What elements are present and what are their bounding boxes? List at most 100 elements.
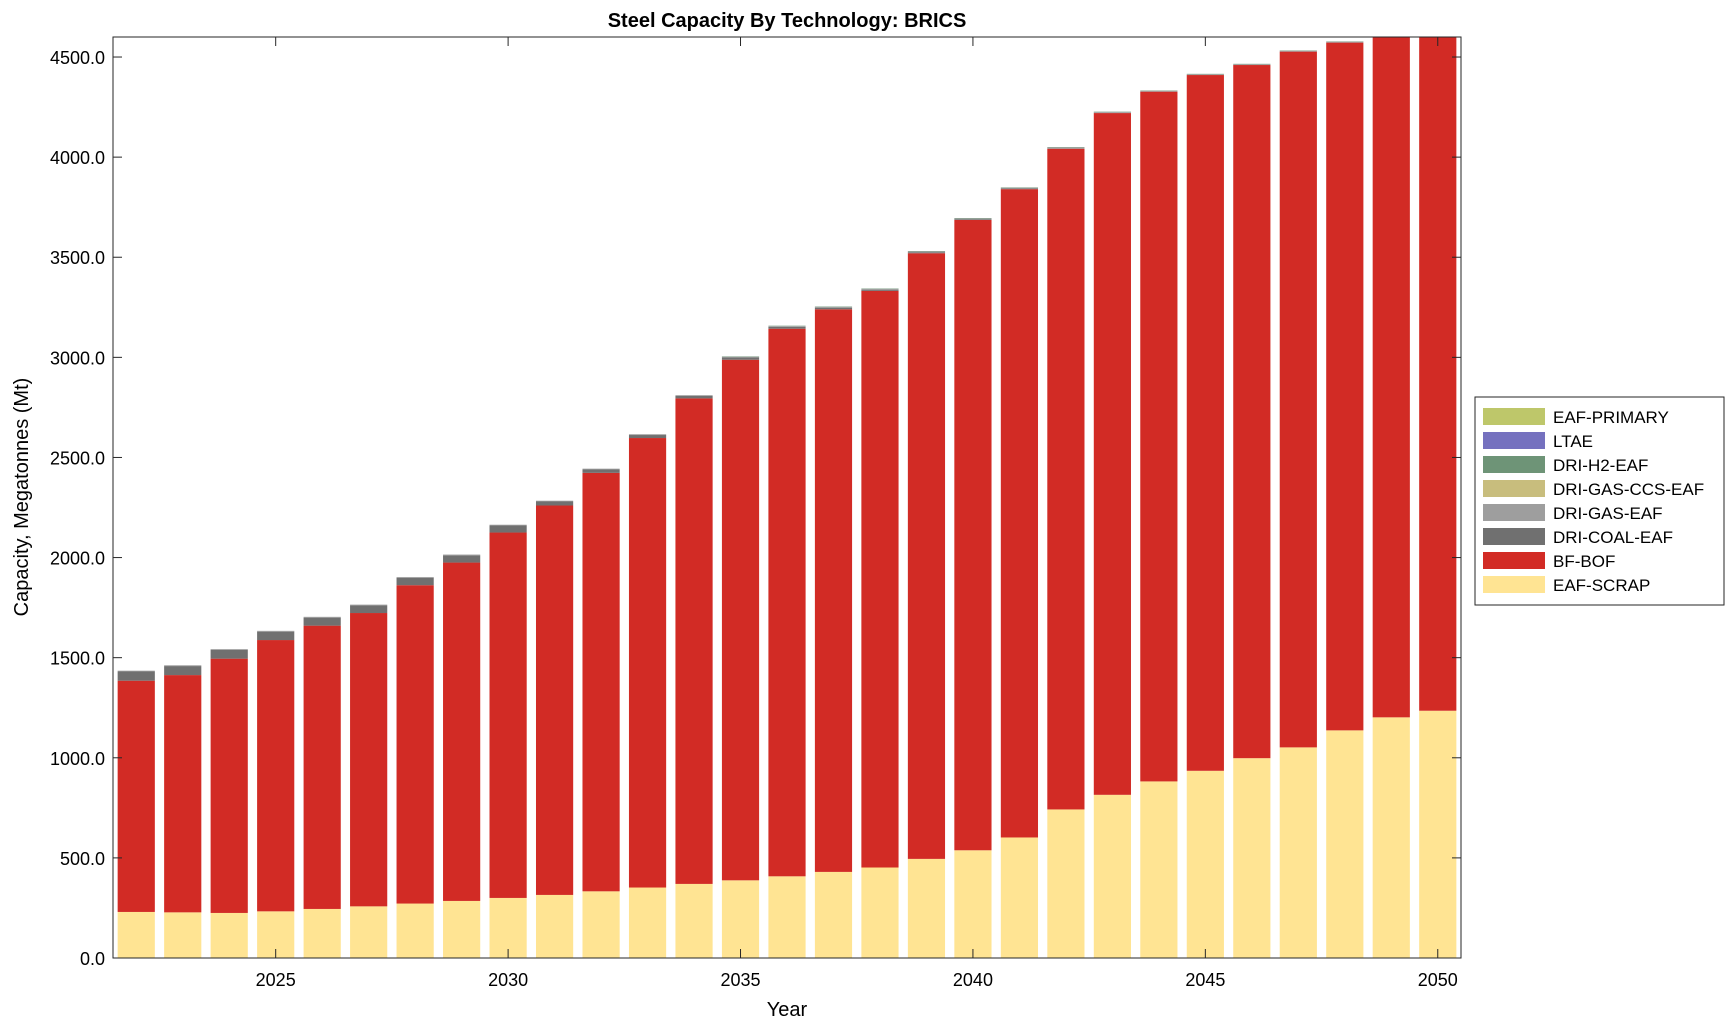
legend-label-dri-gas-eaf: DRI-GAS-EAF	[1553, 504, 1663, 523]
bar-eaf-scrap-2027	[350, 906, 387, 958]
bar-bf-bof-2039	[908, 253, 945, 859]
bar-eaf-scrap-2023	[164, 912, 201, 958]
bar-eaf-scrap-2045	[1187, 771, 1224, 958]
bar-dri-gas-eaf-2032	[582, 469, 619, 470]
bar-eaf-scrap-2037	[815, 872, 852, 958]
y-axis-label: Capacity, Megatonnes (Mt)	[11, 378, 33, 617]
y-tick-label: 2000.0	[50, 549, 105, 569]
legend-swatch-dri-h2-eaf	[1483, 456, 1545, 473]
bar-eaf-scrap-2039	[908, 859, 945, 958]
bar-dri-coal-eaf-2024	[211, 650, 248, 659]
bar-dri-coal-eaf-2022	[118, 671, 155, 680]
bar-bf-bof-2027	[350, 613, 387, 906]
bar-dri-gas-eaf-2039	[908, 251, 945, 252]
legend: EAF-PRIMARYLTAEDRI-H2-EAFDRI-GAS-CCS-EAF…	[1475, 397, 1724, 605]
legend-swatch-dri-coal-eaf	[1483, 528, 1545, 545]
x-tick-label: 2040	[953, 970, 993, 990]
legend-swatch-dri-gas-ccs-eaf	[1483, 480, 1545, 497]
bar-dri-gas-eaf-2029	[443, 555, 480, 556]
bar-eaf-scrap-2022	[118, 912, 155, 958]
bar-bf-bof-2043	[1094, 113, 1131, 795]
bar-bf-bof-2031	[536, 506, 573, 895]
y-tick-label: 0.0	[80, 949, 105, 969]
y-tick-label: 1500.0	[50, 649, 105, 669]
bar-bf-bof-2048	[1326, 43, 1363, 731]
bar-bf-bof-2023	[164, 675, 201, 912]
bar-bf-bof-2022	[118, 681, 155, 912]
bar-eaf-scrap-2033	[629, 888, 666, 958]
bar-bf-bof-2025	[257, 640, 294, 911]
bar-dri-gas-eaf-2027	[350, 605, 387, 606]
bar-dri-gas-eaf-2048	[1326, 42, 1363, 43]
bar-dri-coal-eaf-2036	[768, 327, 805, 329]
legend-swatch-dri-gas-eaf	[1483, 504, 1545, 521]
bar-bf-bof-2037	[815, 309, 852, 872]
bar-bf-bof-2038	[861, 291, 898, 868]
bar-eaf-scrap-2046	[1233, 758, 1270, 958]
legend-label-eaf-primary: EAF-PRIMARY	[1553, 408, 1669, 427]
x-axis-label: Year	[767, 999, 808, 1021]
bar-dri-gas-eaf-2041	[1001, 188, 1038, 189]
legend-label-bf-bof: BF-BOF	[1553, 552, 1615, 571]
bar-dri-gas-eaf-2031	[536, 501, 573, 502]
bar-dri-gas-eaf-2042	[1047, 148, 1084, 149]
bar-dri-gas-eaf-2026	[304, 617, 341, 618]
bar-eaf-scrap-2036	[768, 876, 805, 958]
bar-dri-coal-eaf-2035	[722, 358, 759, 360]
bar-bf-bof-2047	[1280, 52, 1317, 748]
bar-dri-gas-eaf-2034	[675, 395, 712, 396]
bar-dri-coal-eaf-2030	[490, 526, 527, 533]
bar-dri-gas-eaf-2025	[257, 631, 294, 632]
bar-dri-coal-eaf-2037	[815, 308, 852, 310]
bar-eaf-scrap-2026	[304, 909, 341, 958]
bar-dri-gas-eaf-2047	[1280, 51, 1317, 52]
bar-dri-coal-eaf-2032	[582, 469, 619, 472]
bar-dri-coal-eaf-2031	[536, 502, 573, 506]
bar-dri-coal-eaf-2025	[257, 632, 294, 640]
bar-eaf-scrap-2034	[675, 884, 712, 958]
bar-bf-bof-2028	[397, 585, 434, 903]
bar-dri-gas-eaf-2033	[629, 434, 666, 435]
legend-label-eaf-scrap: EAF-SCRAP	[1553, 576, 1650, 595]
bar-bf-bof-2045	[1187, 75, 1224, 771]
bar-eaf-scrap-2040	[954, 850, 991, 958]
bar-bf-bof-2024	[211, 659, 248, 913]
legend-swatch-eaf-scrap	[1483, 576, 1545, 593]
bar-eaf-scrap-2048	[1326, 730, 1363, 958]
x-tick-label: 2045	[1185, 970, 1225, 990]
bar-dri-coal-eaf-2026	[304, 618, 341, 626]
bar-dri-gas-eaf-2024	[211, 649, 248, 650]
x-tick-label: 2025	[256, 970, 296, 990]
bar-dri-coal-eaf-2039	[908, 252, 945, 253]
bar-eaf-scrap-2028	[397, 904, 434, 958]
bar-eaf-scrap-2029	[443, 901, 480, 958]
bar-bf-bof-2044	[1140, 92, 1177, 782]
x-tick-label: 2035	[720, 970, 760, 990]
bar-dri-coal-eaf-2023	[164, 666, 201, 675]
bar-dri-coal-eaf-2028	[397, 578, 434, 585]
bar-eaf-scrap-2024	[211, 913, 248, 958]
legend-swatch-bf-bof	[1483, 552, 1545, 569]
legend-swatch-eaf-primary	[1483, 408, 1545, 425]
bar-dri-coal-eaf-2029	[443, 555, 480, 562]
bar-bf-bof-2049	[1373, 37, 1410, 717]
bar-eaf-scrap-2049	[1373, 717, 1410, 958]
bar-dri-gas-eaf-2040	[954, 218, 991, 219]
y-tick-label: 4000.0	[50, 148, 105, 168]
bar-dri-gas-eaf-2028	[397, 577, 434, 578]
y-tick-label: 3000.0	[50, 348, 105, 368]
bar-dri-gas-eaf-2044	[1140, 91, 1177, 92]
bar-bf-bof-2026	[304, 626, 341, 909]
bar-dri-coal-eaf-2033	[629, 435, 666, 438]
bar-bf-bof-2046	[1233, 65, 1270, 758]
bar-eaf-scrap-2038	[861, 868, 898, 959]
bar-bf-bof-2033	[629, 438, 666, 887]
bar-dri-coal-eaf-2040	[954, 219, 991, 220]
bar-dri-coal-eaf-2041	[1001, 189, 1038, 190]
chart-title: Steel Capacity By Technology: BRICS	[608, 10, 967, 32]
legend-label-dri-h2-eaf: DRI-H2-EAF	[1553, 456, 1648, 475]
bar-dri-coal-eaf-2038	[861, 290, 898, 291]
bar-bf-bof-2041	[1001, 189, 1038, 837]
